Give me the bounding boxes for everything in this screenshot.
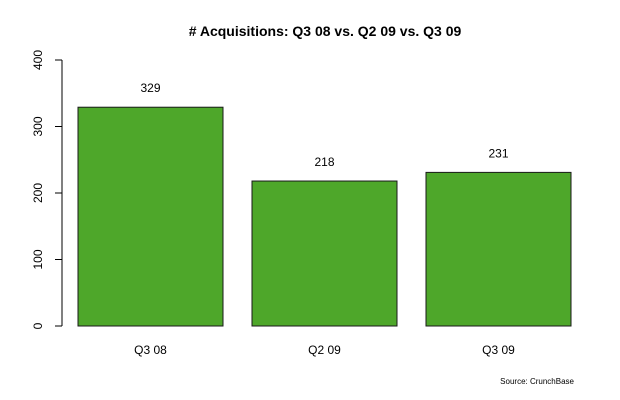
bar-q3-08 <box>77 106 224 327</box>
y-axis: 0 100 200 300 400 <box>31 50 63 329</box>
y-tick-label: 300 <box>31 116 45 136</box>
y-tick-label: 0 <box>31 322 45 329</box>
chart-title: # Acquisitions: Q3 08 vs. Q2 09 vs. Q3 0… <box>189 23 462 39</box>
source-note: Source: CrunchBase <box>500 377 574 386</box>
x-category-label: Q3 09 <box>482 343 515 357</box>
bar-value-label: 231 <box>488 146 508 160</box>
bar-q2-09 <box>251 180 398 327</box>
y-tick-label: 100 <box>31 249 45 269</box>
x-category-label: Q3 08 <box>134 343 167 357</box>
y-tick-label: 200 <box>31 183 45 203</box>
bar-q3-09 <box>425 171 572 327</box>
bar-value-label: 329 <box>140 81 160 95</box>
y-tick-label: 400 <box>31 50 45 70</box>
data-labels: 329 218 231 <box>140 81 508 169</box>
bars <box>77 106 572 327</box>
x-axis-labels: Q3 08 Q2 09 Q3 09 <box>134 343 515 357</box>
bar-value-label: 218 <box>314 155 334 169</box>
x-category-label: Q2 09 <box>308 343 341 357</box>
